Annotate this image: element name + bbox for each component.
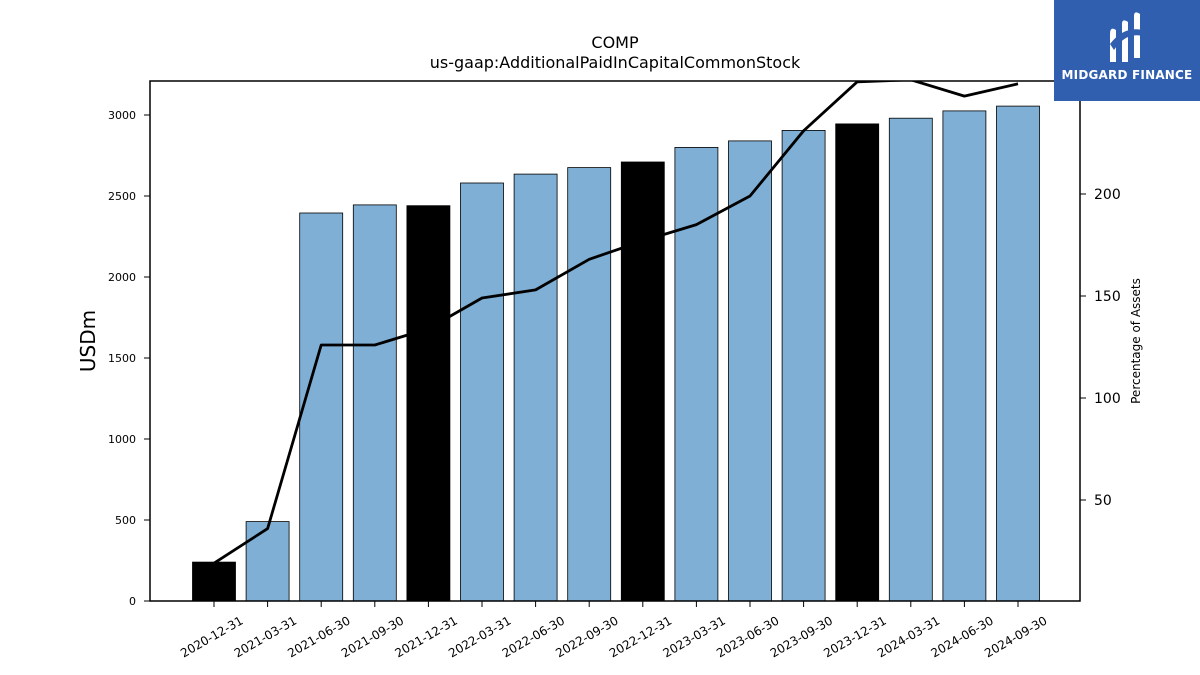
bar-2021-06-30 xyxy=(299,212,344,602)
bar-2021-09-30 xyxy=(352,204,397,602)
logo-text: MIDGARD FINANCE xyxy=(1061,68,1193,82)
left-axis-ticks: 0 500 1000 1500 2000 2500 3000 xyxy=(108,109,150,608)
bar-group xyxy=(192,105,1040,602)
bar-2023-03-31 xyxy=(674,146,719,602)
y2-tick-label: 50 xyxy=(1094,493,1112,509)
y-tick-label: 2500 xyxy=(108,190,136,203)
x-axis-ticks: 2020-12-312021-03-312021-06-302021-09-30… xyxy=(178,601,1050,660)
bar-2022-03-31 xyxy=(460,182,504,602)
plot-frame xyxy=(149,80,1081,602)
y-tick-label: 500 xyxy=(115,514,136,527)
brand-logo: MIDGARD FINANCE xyxy=(1054,0,1200,101)
bar-2021-12-31 xyxy=(406,205,451,602)
bar-2021-03-31 xyxy=(245,521,290,602)
y-axis-label: USDm xyxy=(76,310,100,372)
y2-tick-label: 200 xyxy=(1094,187,1121,203)
bar-2023-12-31 xyxy=(835,123,880,602)
bar-2024-06-30 xyxy=(942,110,987,602)
chart-title: COMP xyxy=(591,33,639,52)
y2-axis-label: Percentage of Assets xyxy=(1129,278,1143,404)
bar-2022-06-30 xyxy=(513,173,558,602)
chart-subtitle: us-gaap:AdditionalPaidInCapitalCommonSto… xyxy=(430,53,801,72)
y-tick-label: 1500 xyxy=(108,352,136,365)
line-group xyxy=(213,81,1019,565)
y-tick-label: 1000 xyxy=(108,433,136,446)
bar-2024-03-31 xyxy=(888,117,933,602)
percentage-line xyxy=(213,81,1019,565)
y2-tick-label: 100 xyxy=(1094,391,1121,407)
bar-2023-06-30 xyxy=(728,140,772,602)
bar-2023-09-30 xyxy=(781,129,826,602)
bar-2024-09-30 xyxy=(996,105,1040,602)
y-tick-label: 3000 xyxy=(108,109,136,122)
y-tick-label: 2000 xyxy=(108,271,136,284)
logo-mark-icon xyxy=(1110,12,1142,63)
bar-2022-09-30 xyxy=(567,167,612,602)
bar-2022-12-31 xyxy=(620,161,665,602)
bar-2020-12-31 xyxy=(192,561,236,602)
y2-tick-label: 150 xyxy=(1094,289,1121,305)
y-tick-label: 0 xyxy=(129,595,136,608)
right-axis-ticks: 50 100 150 200 xyxy=(1080,187,1121,509)
